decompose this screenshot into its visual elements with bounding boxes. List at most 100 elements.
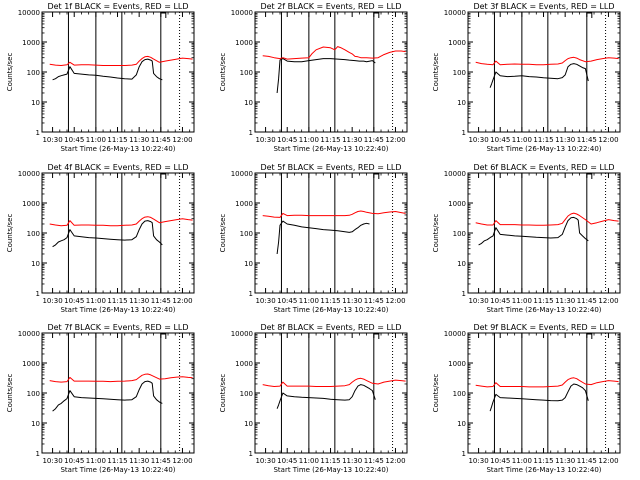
- x-tick-label: 11:45: [151, 457, 171, 465]
- x-tick-label: 11:45: [364, 457, 384, 465]
- y-tick-label: 100: [240, 230, 253, 238]
- y-tick-label: 10: [31, 260, 40, 268]
- panels-layer: Det 1f BLACK = Events, RED = LLD 1 10 100 10…: [6, 2, 621, 474]
- x-axis-label: Start Time (26-May-13 10:22:40): [273, 466, 388, 474]
- y-tick-label: 10000: [18, 170, 40, 178]
- y-tick-label: 100: [453, 69, 466, 77]
- x-tick-label: 11:15: [533, 297, 553, 305]
- y-tick-label: 1000: [22, 200, 40, 208]
- panel-title: Det 5f BLACK = Events, RED = LLD: [260, 163, 401, 172]
- series-events-line: [52, 380, 163, 412]
- x-tick-label: 10:30: [468, 136, 488, 144]
- series-lld-line: [262, 210, 406, 218]
- x-tick-label: 12:00: [385, 457, 405, 465]
- series-lld-line: [49, 55, 193, 66]
- interval-bracket-mark: [373, 333, 380, 339]
- y-tick-label: 100: [240, 69, 253, 77]
- interval-bracket-mark: [373, 173, 380, 179]
- x-tick-label: 11:30: [129, 457, 149, 465]
- y-tick-label: 10000: [231, 170, 253, 178]
- x-tick-label: 11:15: [107, 457, 127, 465]
- y-tick-label: 1: [462, 450, 466, 458]
- x-axis-label: Start Time (26-May-13 10:22:40): [60, 145, 175, 153]
- y-axis-label: Counts/sec: [6, 374, 14, 413]
- interval-bracket-mark: [160, 12, 167, 18]
- panel-det-5: Det 5f BLACK = Events, RED = LLD 1 10 100 10…: [219, 163, 408, 314]
- series-events-line: [489, 63, 589, 88]
- series-events-line: [478, 216, 589, 246]
- x-tick-label: 11:15: [320, 457, 340, 465]
- x-tick-label: 10:45: [490, 136, 510, 144]
- y-tick-label: 10000: [231, 9, 253, 17]
- x-tick-label: 12:00: [172, 297, 192, 305]
- series-events-line: [276, 58, 376, 94]
- x-tick-label: 11:30: [555, 136, 575, 144]
- y-tick-label: 10: [457, 99, 466, 107]
- y-tick-label: 1000: [22, 39, 40, 47]
- y-tick-label: 10: [457, 260, 466, 268]
- x-tick-label: 11:30: [555, 297, 575, 305]
- x-axis-label: Start Time (26-May-13 10:22:40): [60, 466, 175, 474]
- x-tick-label: 11:00: [512, 457, 532, 465]
- y-tick-label: 1: [249, 290, 253, 298]
- y-tick-label: 1000: [235, 360, 253, 368]
- x-tick-label: 11:00: [86, 297, 106, 305]
- x-tick-label: 11:30: [342, 297, 362, 305]
- x-tick-label: 11:00: [299, 297, 319, 305]
- x-axis-label: Start Time (26-May-13 10:22:40): [486, 145, 601, 153]
- x-tick-label: 11:00: [299, 136, 319, 144]
- x-tick-label: 11:15: [320, 297, 340, 305]
- panel-det-9: Det 9f BLACK = Events, RED = LLD 1 10 100 10…: [432, 323, 621, 474]
- interval-bracket-mark: [160, 333, 167, 339]
- x-axis-label: Start Time (26-May-13 10:22:40): [273, 145, 388, 153]
- y-tick-label: 10000: [444, 170, 466, 178]
- y-tick-label: 1: [249, 450, 253, 458]
- x-tick-label: 10:45: [64, 457, 84, 465]
- x-tick-label: 11:30: [555, 457, 575, 465]
- x-axis-label: Start Time (26-May-13 10:22:40): [486, 466, 601, 474]
- series-events-line: [276, 220, 370, 255]
- y-axis-label: Counts/sec: [432, 53, 440, 92]
- x-tick-label: 11:45: [151, 297, 171, 305]
- interval-bracket-mark: [160, 173, 167, 179]
- x-tick-label: 11:45: [577, 297, 597, 305]
- y-axis-label: Counts/sec: [432, 374, 440, 413]
- y-tick-label: 1: [249, 129, 253, 137]
- x-tick-label: 10:45: [64, 297, 84, 305]
- x-tick-label: 10:30: [255, 457, 275, 465]
- x-tick-label: 11:00: [86, 136, 106, 144]
- y-axis-label: Counts/sec: [432, 214, 440, 253]
- x-tick-label: 10:30: [42, 136, 62, 144]
- y-tick-label: 10: [244, 260, 253, 268]
- panel-title: Det 9f BLACK = Events, RED = LLD: [473, 323, 614, 332]
- x-tick-label: 11:15: [533, 136, 553, 144]
- series-lld-line: [475, 56, 619, 66]
- x-tick-label: 11:30: [342, 457, 362, 465]
- panel-title: Det 3f BLACK = Events, RED = LLD: [473, 2, 614, 11]
- x-tick-label: 11:15: [533, 457, 553, 465]
- panel-det-2: Det 2f BLACK = Events, RED = LLD 1 10 100 10…: [219, 2, 408, 153]
- y-tick-label: 1: [36, 450, 40, 458]
- y-axis-label: Counts/sec: [219, 214, 227, 253]
- x-tick-label: 11:30: [129, 297, 149, 305]
- x-tick-label: 10:30: [255, 297, 275, 305]
- x-axis-label: Start Time (26-May-13 10:22:40): [273, 306, 388, 314]
- y-tick-label: 1000: [235, 200, 253, 208]
- panel-title: Det 4f BLACK = Events, RED = LLD: [47, 163, 188, 172]
- x-tick-label: 12:00: [385, 136, 405, 144]
- y-tick-label: 10000: [18, 9, 40, 17]
- series-lld-line: [49, 373, 193, 383]
- x-tick-label: 12:00: [598, 297, 618, 305]
- x-tick-label: 10:45: [490, 297, 510, 305]
- y-tick-label: 10000: [444, 330, 466, 338]
- x-tick-label: 10:30: [468, 457, 488, 465]
- x-tick-label: 11:15: [320, 136, 340, 144]
- panel-det-7: Det 7f BLACK = Events, RED = LLD 1 10 100 10…: [6, 323, 195, 474]
- y-tick-label: 100: [27, 390, 40, 398]
- interval-bracket-mark: [586, 333, 593, 339]
- panel-det-3: Det 3f BLACK = Events, RED = LLD 1 10 100 10…: [432, 2, 621, 153]
- x-tick-label: 10:45: [64, 136, 84, 144]
- y-tick-label: 1000: [448, 360, 466, 368]
- panel-title: Det 6f BLACK = Events, RED = LLD: [473, 163, 614, 172]
